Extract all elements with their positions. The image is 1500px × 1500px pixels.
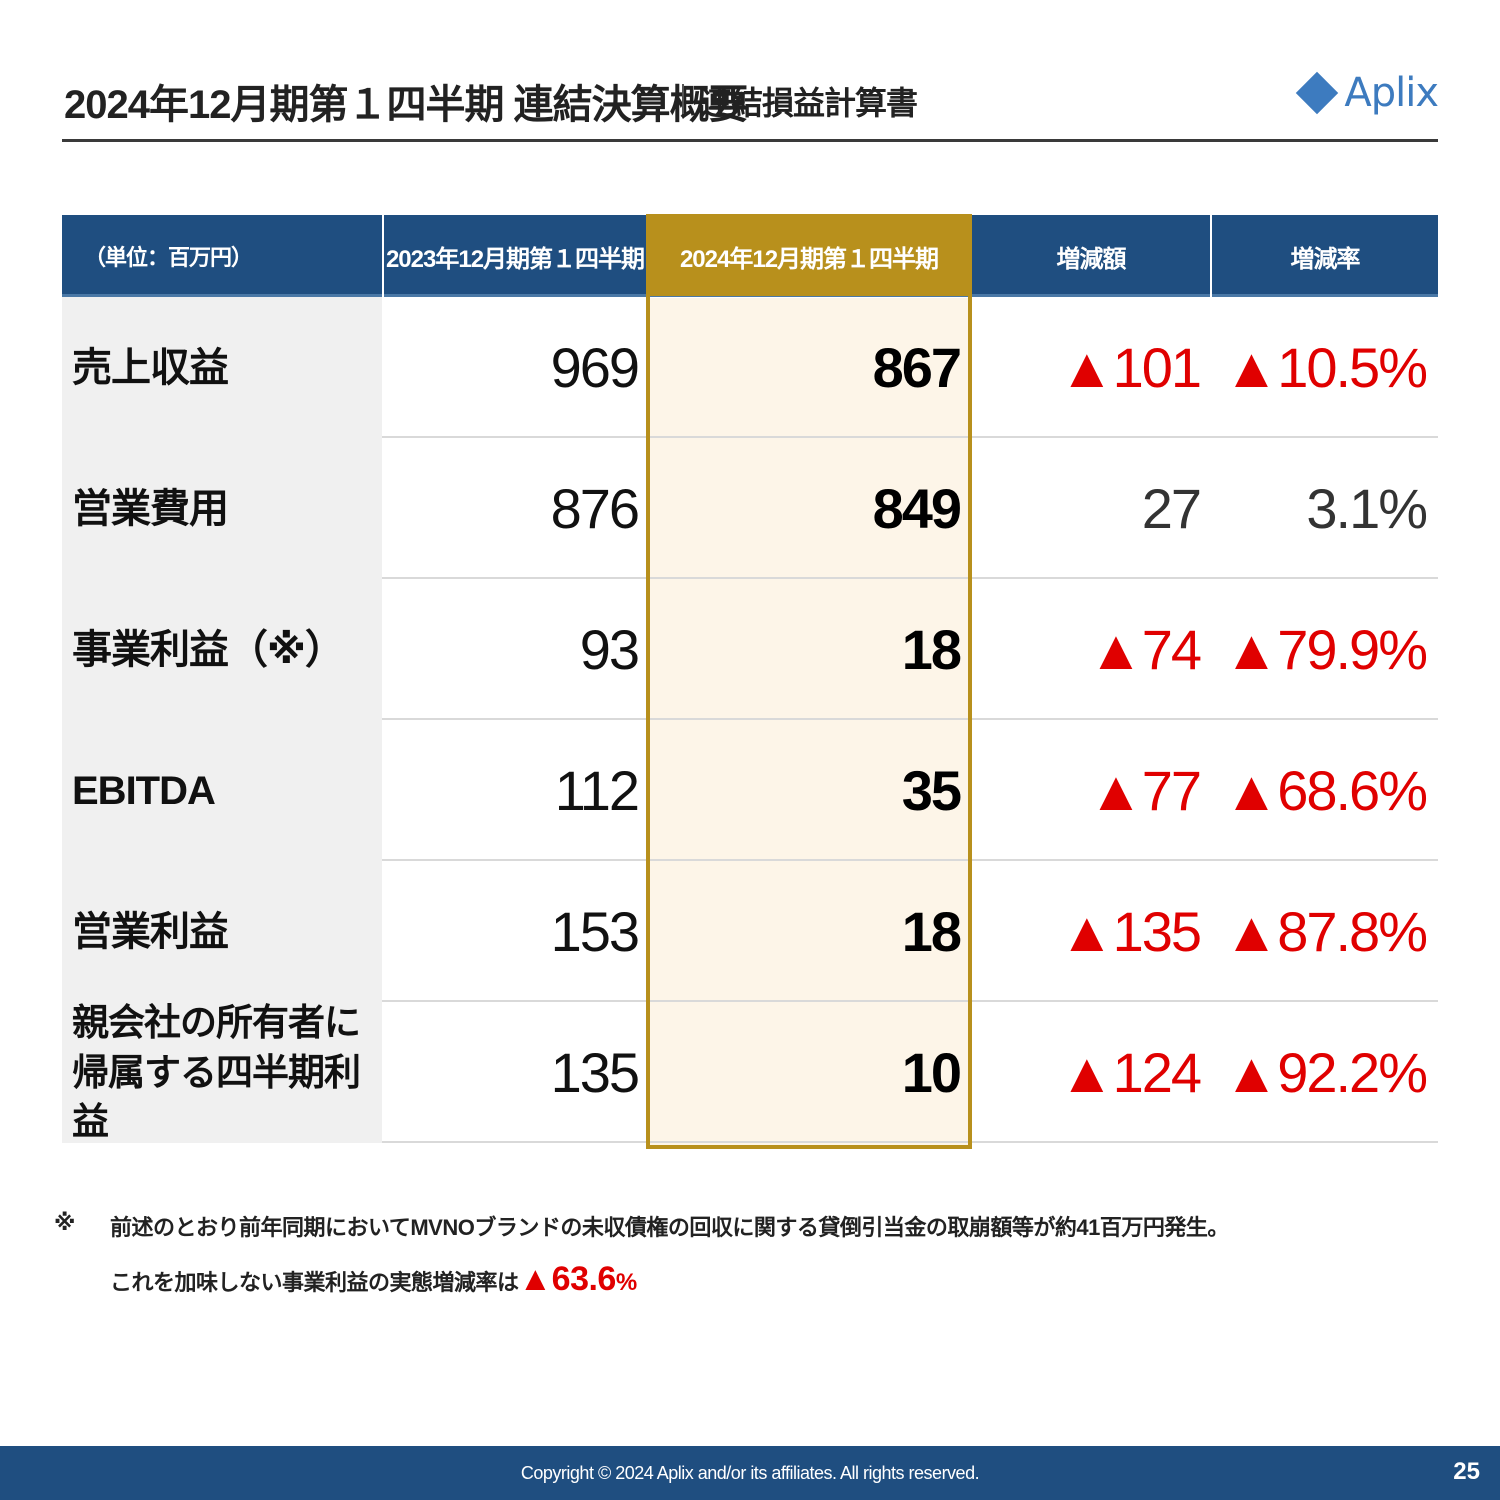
table-row: 営業費用 876 849 27 3.1% (62, 438, 1438, 579)
row-label: 営業利益 (62, 861, 382, 1002)
note-line-2: これを加味しない事業利益の実態増減率は▲63.6% (110, 1260, 637, 1299)
row-label-line: 帰属する四半期利益 (72, 1051, 361, 1143)
rate-value: ▲10.5% (1223, 336, 1428, 399)
unit-label: （単位：百万円） (84, 245, 253, 270)
curr-value: 18 (901, 618, 962, 681)
note-line-2-text: これを加味しない事業利益の実態増減率は (110, 1270, 519, 1295)
table-row: 事業利益（※） 93 18 ▲74 ▲79.9% (62, 579, 1438, 720)
rate-value: ▲68.6% (1223, 759, 1428, 822)
current-period-highlight-fill (650, 298, 968, 1145)
col-rate-header: 増減率 (1290, 245, 1361, 273)
table-row: EBITDA 112 35 ▲77 ▲68.6% (62, 720, 1438, 861)
page-number: 25 (1453, 1458, 1480, 1485)
note-mark: ※ (54, 1210, 76, 1235)
title-bar: 2024年12月期第１四半期 連結決算概要 連結損益計算書 Aplix (62, 62, 1439, 142)
diff-value: ▲124 (1059, 1041, 1202, 1104)
prev-value: 112 (554, 759, 640, 822)
diff-value: ▲101 (1059, 336, 1202, 399)
page-title: 2024年12月期第１四半期 連結決算概要 (64, 83, 749, 127)
col-diff-header: 増減額 (1056, 245, 1127, 273)
diff-value: ▲135 (1059, 900, 1202, 963)
aplix-logo: Aplix (1296, 70, 1439, 116)
diff-value: ▲77 (1088, 759, 1202, 822)
prev-value: 969 (550, 336, 640, 399)
diff-value: 27 (1141, 477, 1202, 540)
header-divider (1210, 215, 1212, 297)
prev-value: 93 (579, 618, 640, 681)
page-subtitle: 連結損益計算書 (700, 85, 918, 121)
table-row: 営業利益 153 18 ▲135 ▲87.8% (62, 861, 1438, 1002)
header-divider (382, 215, 384, 297)
curr-value: 18 (901, 900, 962, 963)
income-statement-table: （単位：百万円） 2023年12月期第１四半期 増減額 増減率 売上収益 969… (62, 215, 1438, 1143)
row-label: EBITDA (62, 720, 382, 861)
row-label-line: 親会社の所有者に (72, 1001, 361, 1043)
table-row: 親会社の所有者に 帰属する四半期利益 135 10 ▲124 ▲92.2% (62, 1002, 1438, 1143)
col-prev-header: 2023年12月期第１四半期 (385, 245, 645, 273)
copyright: Copyright © 2024 Aplix and/or its affili… (520, 1463, 980, 1483)
diamond-icon (1296, 71, 1339, 115)
footer: Copyright © 2024 Aplix and/or its affili… (0, 1446, 1500, 1500)
rate-value: ▲87.8% (1223, 900, 1428, 963)
prev-value: 153 (550, 900, 640, 963)
diff-value: ▲74 (1088, 618, 1202, 681)
rate-value: 3.1% (1306, 477, 1428, 540)
curr-value: 849 (872, 477, 962, 540)
note-line-1: 前述のとおり前年同期においてMVNOブランドの未収債権の回収に関する貸倒引当金の… (110, 1215, 1229, 1240)
rate-value: ▲79.9% (1223, 618, 1428, 681)
curr-value: 867 (872, 336, 962, 399)
col-curr-header: 2024年12月期第１四半期 (648, 216, 970, 296)
row-label: 売上収益 (62, 297, 382, 438)
note-highlight-value: ▲63.6 (518, 1260, 617, 1298)
logo-text: Aplix (1344, 70, 1439, 116)
prev-value: 876 (550, 477, 640, 540)
curr-value: 35 (901, 759, 962, 822)
row-label: 親会社の所有者に 帰属する四半期利益 (62, 1002, 382, 1143)
row-label: 事業利益（※） (62, 579, 382, 720)
table-row: 売上収益 969 867 ▲101 ▲10.5% (62, 297, 1438, 438)
row-label: 営業費用 (62, 438, 382, 579)
rate-value: ▲92.2% (1223, 1041, 1428, 1104)
curr-value: 10 (901, 1041, 962, 1104)
title-separator (682, 84, 684, 114)
note-highlight-unit: % (615, 1269, 637, 1296)
prev-value: 135 (550, 1041, 640, 1104)
